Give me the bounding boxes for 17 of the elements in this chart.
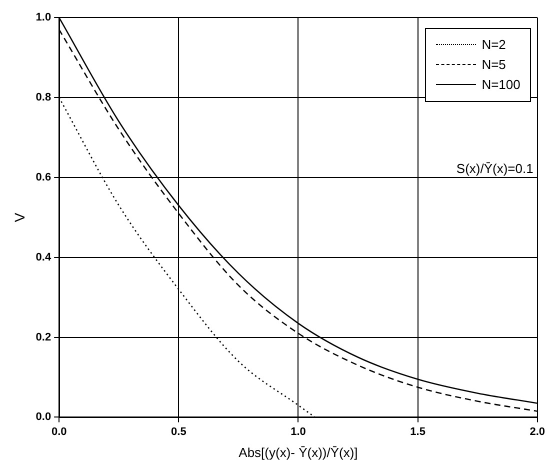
y-tick-label: 0.2	[36, 331, 52, 344]
y-tick-label: 0.8	[36, 92, 52, 104]
y-tick-label: 0.0	[36, 411, 52, 424]
x-tick-label: 0.0	[51, 426, 67, 438]
x-axis-title: Abs[(y(x)- Ȳ(x))/Ȳ(x)]	[238, 444, 358, 460]
x-tick-label: 2.0	[530, 426, 546, 438]
x-tick-label: 1.5	[410, 426, 426, 438]
legend-label: N=2	[482, 37, 506, 52]
y-axis-title: V	[11, 212, 28, 222]
annotation: S(x)/Ȳ(x)=0.1	[456, 161, 534, 176]
x-tick-label: 0.5	[171, 426, 186, 438]
legend-label: N=5	[482, 57, 506, 72]
y-tick-label: 1.0	[36, 12, 52, 24]
x-tick-label: 1.0	[290, 426, 306, 438]
y-tick-label: 0.4	[36, 251, 52, 264]
legend-label: N=100	[482, 77, 520, 92]
y-tick-label: 0.6	[36, 171, 52, 184]
